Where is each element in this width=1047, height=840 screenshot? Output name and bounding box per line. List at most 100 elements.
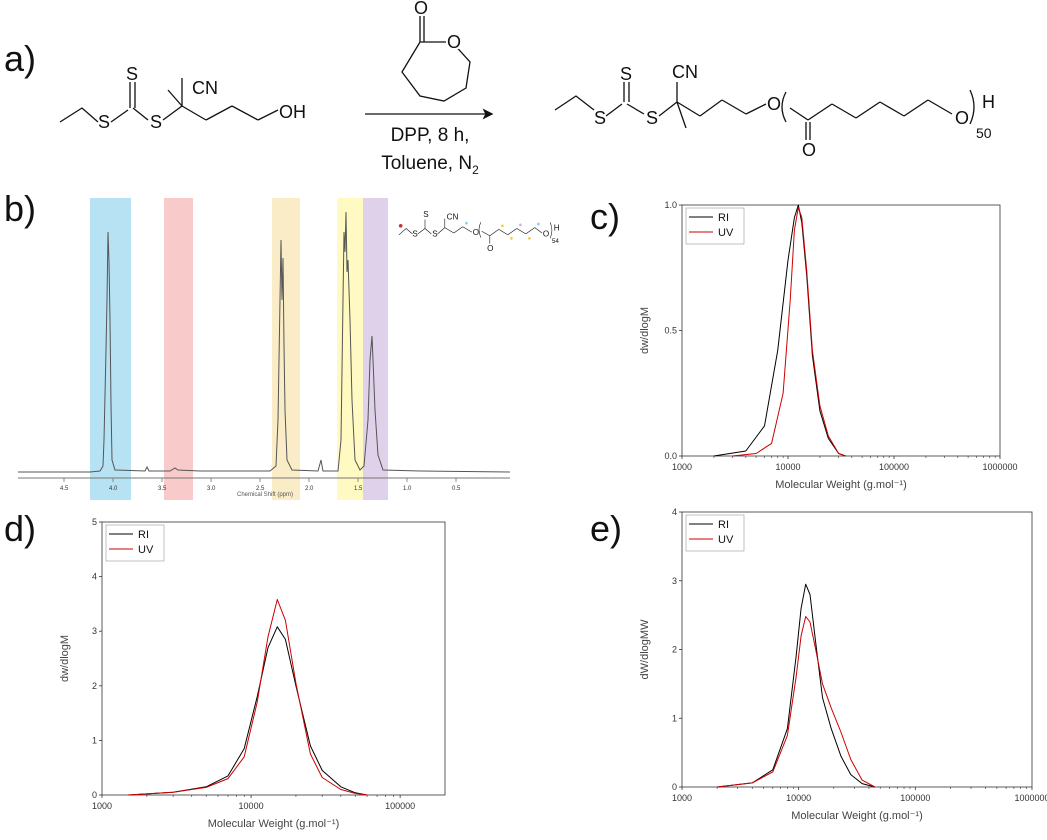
inset-end-o: O — [543, 230, 549, 239]
nmr-inset-structure: S S S CN O O O H 54 — [398, 210, 560, 253]
y-tick-label: 5 — [92, 517, 97, 527]
nmr-band-2 — [164, 198, 193, 500]
x-tick-label: 100000 — [900, 793, 930, 803]
inset-carbonyl-o: O — [487, 244, 493, 253]
product-s-thione: S — [620, 64, 632, 84]
inset-s2: S — [432, 230, 438, 239]
inset-s1: S — [412, 230, 418, 239]
product-structure: S S S CN O O O H 50 — [554, 62, 995, 160]
reaction-arrow — [365, 108, 494, 120]
inset-ester-o: O — [473, 228, 479, 237]
nmr-trace — [18, 211, 511, 473]
y-tick-label: 0 — [672, 782, 677, 792]
nmr-tick-label: 3.0 — [207, 486, 216, 492]
legend-box — [685, 207, 745, 245]
reaction-conditions: DPP, 8 h, Toluene, N2 — [360, 122, 500, 184]
reagent-line-2: Toluene, N2 — [360, 150, 500, 184]
y-axis-title: dW/dlogMW — [639, 619, 651, 680]
nmr-tick-label: 1.0 — [403, 486, 412, 492]
y-tick-label: 1 — [672, 713, 677, 723]
reactant-s1: S — [98, 112, 110, 132]
caprolactone-carbonyl-o: O — [414, 0, 428, 18]
legend-label: RI — [138, 529, 149, 541]
inset-h: H — [554, 223, 560, 232]
reactant-s2: S — [150, 112, 162, 132]
legend-label: UV — [718, 534, 734, 546]
panel-label-d: d) — [4, 508, 37, 549]
x-tick-label: 10000 — [239, 801, 264, 811]
y-tick-label: 0 — [92, 790, 97, 800]
caprolactone-structure: O O — [401, 0, 471, 102]
product-s1: S — [594, 108, 606, 128]
product-ester-o: O — [767, 94, 781, 114]
product-carbonyl-o: O — [802, 140, 816, 160]
product-end-o: O — [955, 108, 969, 128]
y-tick-label: 2 — [672, 645, 677, 655]
nmr-x-ticks: 4.5 4.0 3.5 3.0 2.5 2.0 1.5 1.0 0.5 — [60, 478, 461, 492]
reactant-oh-label: OH — [279, 102, 306, 122]
x-tick-label: 1000000 — [1014, 793, 1047, 803]
nmr-tick-label: 2.5 — [256, 486, 265, 492]
plot-frame — [681, 511, 1033, 788]
nmr-tick-label: 4.0 — [109, 486, 118, 492]
y-axis-title: dw/dlogM — [59, 635, 71, 682]
y-axis-title: dw/dlogM — [639, 307, 651, 354]
chart-legend: RI UV — [685, 514, 745, 552]
plot-frame — [101, 521, 446, 796]
y-tick-label: 3 — [92, 626, 97, 636]
nmr-tick-label: 1.5 — [354, 486, 363, 492]
panel-label-b: b) — [4, 188, 37, 229]
y-tick-label: 1 — [92, 735, 97, 745]
nmr-tick-label: 4.5 — [60, 486, 69, 492]
reactant-cn-label: CN — [192, 78, 218, 98]
panel-label-a: a) — [4, 38, 37, 79]
x-tick-label: 1000 — [672, 462, 692, 472]
reactant-s-thione: S — [126, 64, 138, 84]
panel-label-e: e) — [590, 508, 623, 549]
inset-s-thione: S — [423, 210, 429, 219]
x-tick-label: 10000 — [786, 793, 811, 803]
legend-label: UV — [718, 227, 734, 239]
y-tick-label: 3 — [672, 576, 677, 586]
x-axis-title: Molecular Weight (g.mol⁻¹) — [791, 810, 923, 822]
product-s2: S — [646, 108, 658, 128]
nmr-band-4 — [337, 198, 363, 500]
product-h-label: H — [982, 92, 995, 112]
nmr-tick-label: 2.0 — [305, 486, 314, 492]
y-tick-label: 0.0 — [664, 451, 677, 461]
chart-legend: RI UV — [105, 524, 165, 562]
legend-label: RI — [718, 519, 729, 531]
reaction-scheme: S S S CN OH O O S S S — [59, 0, 995, 160]
reactant-structure: S S S CN OH — [59, 64, 306, 132]
x-tick-label: 10000 — [775, 462, 800, 472]
x-tick-label: 100000 — [385, 801, 415, 811]
nmr-band-5 — [363, 198, 388, 500]
chart-c: 1000 10000 100000 1000000 0.0 0.5 1.0 Molecular… — [639, 200, 1018, 491]
x-tick-label: 1000000 — [982, 462, 1017, 472]
y-tick-label: 0.5 — [664, 326, 677, 336]
nmr-tick-label: 0.5 — [452, 486, 461, 492]
caprolactone-ring-o: O — [447, 32, 461, 52]
y-tick-label: 1.0 — [664, 200, 677, 210]
nmr-tick-label: 3.5 — [158, 486, 167, 492]
reagent-n2-subscript: 2 — [472, 162, 479, 177]
product-repeat-subscript: 50 — [976, 125, 992, 141]
x-axis-title: Molecular Weight (g.mol⁻¹) — [208, 818, 340, 830]
legend-box — [685, 514, 745, 552]
x-tick-label: 1000 — [672, 793, 692, 803]
legend-box — [105, 524, 165, 562]
axis-ticks: 1000 10000 100000 1000000 0.0 0.5 1.0 — [664, 200, 1017, 472]
panel-label-c: c) — [590, 196, 620, 237]
axis-ticks: 1000 10000 100000 0 1 2 3 4 5 — [92, 517, 415, 811]
legend-label: UV — [138, 544, 154, 556]
x-tick-label: 100000 — [879, 462, 909, 472]
inset-subscript: 54 — [552, 238, 560, 245]
chart-e: 1000 10000 100000 1000000 0 1 2 3 4 Molecular Wei… — [639, 507, 1047, 822]
legend-label: RI — [718, 212, 729, 224]
y-tick-label: 4 — [92, 572, 97, 582]
inset-cn: CN — [447, 213, 459, 222]
series-line-uv — [128, 599, 368, 796]
reagent-line-1: DPP, 8 h, — [390, 125, 470, 146]
